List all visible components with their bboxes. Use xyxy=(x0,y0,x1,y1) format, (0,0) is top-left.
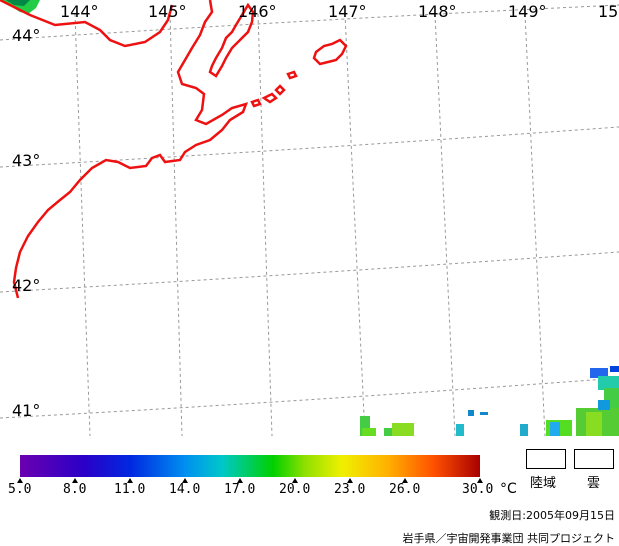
lon-label-150: 15 xyxy=(598,2,619,21)
land-patch-top-left xyxy=(0,0,40,14)
tick-mark-8 xyxy=(72,478,78,483)
tick-mark-17 xyxy=(237,478,243,483)
meridian-146 xyxy=(257,13,273,436)
lat-label-42: 42° xyxy=(12,276,41,295)
map-canvas xyxy=(0,0,619,436)
tick-label-14: 14.0 xyxy=(169,482,201,497)
lon-label-145: 145° xyxy=(148,2,187,21)
tick-label-5: 5.0 xyxy=(8,482,32,497)
parallel-42 xyxy=(0,251,619,293)
temperature-colorbar xyxy=(20,455,480,477)
meridian-148 xyxy=(434,13,456,436)
land-label: 陸域 xyxy=(530,476,557,491)
sst-data-patches xyxy=(360,366,619,436)
tick-mark-23 xyxy=(347,478,353,483)
habomai-2 xyxy=(261,92,278,104)
meridian-147 xyxy=(344,13,366,436)
lon-label-144: 144° xyxy=(60,2,99,21)
graticule xyxy=(0,4,619,436)
parallel-43 xyxy=(0,126,619,168)
meridian-145 xyxy=(169,13,183,436)
meridian-144 xyxy=(74,13,91,436)
tick-label-26: 26.0 xyxy=(389,482,421,497)
meridian-149 xyxy=(524,13,546,436)
lat-label-41: 41° xyxy=(12,401,41,420)
cloud-label: 雲 xyxy=(587,476,601,491)
coast-north xyxy=(0,0,174,48)
tick-mark-11 xyxy=(127,478,133,483)
tick-label-30: 30.0 xyxy=(462,482,494,497)
lat-label-44: 44° xyxy=(12,26,41,45)
habomai-1 xyxy=(250,98,262,108)
tick-label-17: 17.0 xyxy=(224,482,256,497)
cloud-swatch xyxy=(574,449,614,469)
shiretoko xyxy=(12,0,249,299)
temperature-unit: °C xyxy=(500,481,517,497)
parallel-41 xyxy=(0,377,619,419)
shikotan xyxy=(312,38,348,66)
coastline xyxy=(0,0,348,299)
tick-mark-20 xyxy=(292,478,298,483)
habomai-4 xyxy=(286,70,298,80)
sst-map: 144° 145° 146° 147° 148° 149° 15 44° 43°… xyxy=(0,0,619,436)
credit-line: 岩手県／宇宙開発事業団 共同プロジェクト xyxy=(402,532,616,545)
lon-label-147: 147° xyxy=(328,2,367,21)
kunashiri xyxy=(208,2,255,78)
lon-label-148: 148° xyxy=(418,2,457,21)
tick-label-8: 8.0 xyxy=(63,482,87,497)
land-swatch xyxy=(526,449,566,469)
lat-label-43: 43° xyxy=(12,151,41,170)
tick-label-20: 20.0 xyxy=(279,482,311,497)
tick-mark-30 xyxy=(477,478,483,483)
parallel-44 xyxy=(0,4,619,41)
tick-mark-14 xyxy=(182,478,188,483)
tick-mark-26 xyxy=(402,478,408,483)
habomai-3 xyxy=(274,84,286,96)
tick-mark-5 xyxy=(17,478,23,483)
observation-date: 観測日:2005年09月15日 xyxy=(489,509,615,522)
tick-label-11: 11.0 xyxy=(114,482,146,497)
lon-label-149: 149° xyxy=(508,2,547,21)
tick-label-23: 23.0 xyxy=(334,482,366,497)
lon-label-146: 146° xyxy=(238,2,277,21)
